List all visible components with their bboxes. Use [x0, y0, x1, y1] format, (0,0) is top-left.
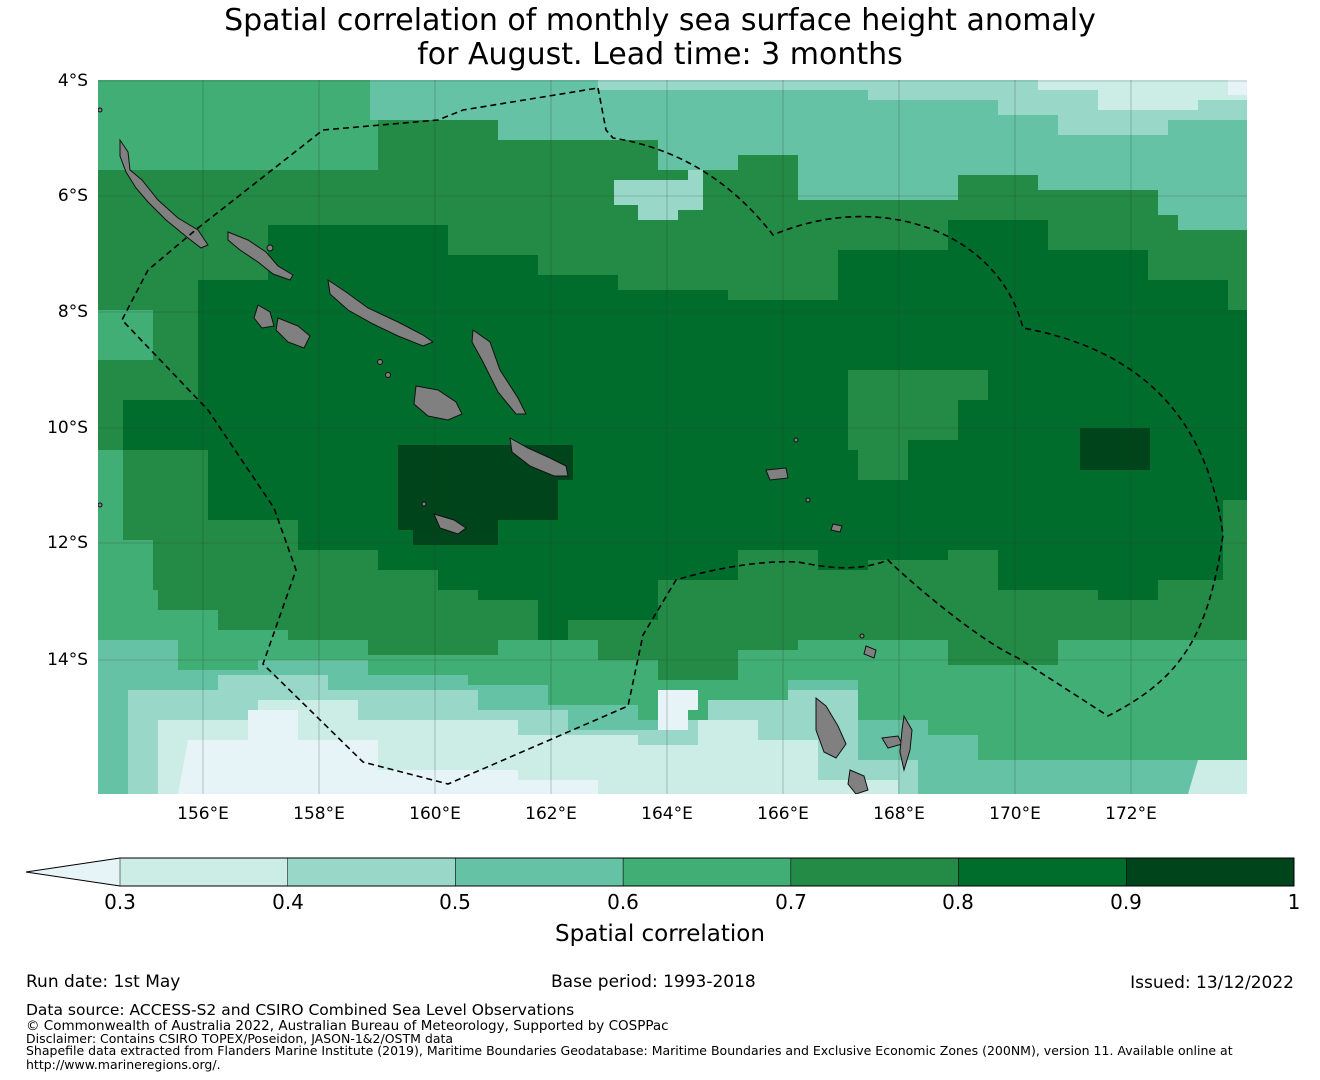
colorbar-label: Spatial correlation — [555, 921, 765, 947]
lon-label-156e: 156°E — [177, 804, 229, 824]
pentecost-island — [899, 714, 913, 772]
small-island — [266, 244, 274, 252]
colorbar-segment-0.9 — [1126, 857, 1295, 887]
region-below-0.3 — [1228, 80, 1247, 95]
lon-label-162e: 162°E — [525, 804, 577, 824]
colorbar-tick-0.8: 0.8 — [942, 890, 974, 914]
eez-boundary-path — [121, 87, 1224, 785]
region-0.4-0.5 — [598, 80, 1247, 135]
lon-label-166e: 166°E — [757, 804, 809, 824]
lon-label-160e: 160°E — [409, 804, 461, 824]
region-0.7-0.8 — [848, 370, 988, 480]
colorbar-segment-0.3 — [119, 857, 288, 887]
lon-label-172e: 172°E — [1105, 804, 1157, 824]
colorbar-tick-0.6: 0.6 — [607, 890, 639, 914]
small-island — [98, 502, 103, 508]
colorbar-segments — [119, 857, 1295, 887]
colorbar-under-triangle — [26, 858, 120, 886]
colorbar-segment-0.4 — [287, 857, 456, 887]
data-source: Data source: ACCESS-S2 and CSIRO Combine… — [26, 1001, 575, 1019]
region-0.6-0.7 — [98, 310, 153, 360]
map-gridlines — [98, 80, 1247, 794]
malaita-island — [471, 329, 527, 415]
colorbar-segment-0.5 — [455, 857, 624, 887]
small-island — [385, 372, 391, 378]
colorbar-tick-0.3: 0.3 — [104, 890, 136, 914]
lon-label-170e: 170°E — [989, 804, 1041, 824]
run-date: Run date: 1st May — [26, 972, 181, 992]
new-georgia-group — [275, 317, 311, 349]
small-island — [830, 523, 843, 533]
small-island — [377, 359, 383, 365]
colorbar-segment-0.8 — [958, 857, 1127, 887]
guadalcanal-island — [413, 385, 463, 421]
region-0.9-1 — [1080, 428, 1150, 470]
colorbar-outline — [25, 857, 1295, 887]
santa-cruz-islands — [765, 467, 789, 481]
colorbar-segment-0.7 — [790, 857, 959, 887]
region-0.3-0.4 — [1188, 760, 1247, 794]
lat-label-10s: 10°S — [47, 418, 88, 438]
eez-boundaries — [121, 87, 1224, 785]
espiritu-santo-island — [815, 696, 847, 759]
lon-label-158e: 158°E — [293, 804, 345, 824]
lon-label-164e: 164°E — [641, 804, 693, 824]
land-masses — [98, 107, 913, 794]
region-below-0.3 — [178, 710, 598, 794]
region-0.6-0.7 — [98, 450, 153, 600]
base-period: Base period: 1993-2018 — [551, 972, 756, 992]
shapefile-credit: Shapefile data extracted from Flanders M… — [26, 1043, 1233, 1058]
colorbar-tick-0.9: 0.9 — [1110, 890, 1142, 914]
small-island — [421, 501, 427, 507]
disclaimer: Disclaimer: Contains CSIRO TOPEX/Poseido… — [26, 1031, 454, 1046]
chart-title-line1: Spatial correlation of monthly sea surfa… — [224, 3, 1096, 38]
colorbar-tick-0.7: 0.7 — [775, 890, 807, 914]
new-georgia-island — [253, 304, 275, 329]
region-0.3-0.4 — [1038, 80, 1247, 110]
region-0.4-0.5 — [614, 170, 703, 220]
colorbar-tick-0.4: 0.4 — [272, 890, 304, 914]
colorbar-segment-0.6 — [622, 857, 792, 887]
small-island — [859, 633, 865, 639]
region-0.6-0.7 — [98, 80, 378, 170]
region-below-0.3 — [658, 690, 698, 730]
chart-title-line2: for August. Lead time: 3 months — [417, 37, 903, 72]
correlation-map-svg — [98, 80, 1247, 794]
rennell-island — [433, 513, 467, 535]
lat-label-14s: 14°S — [47, 650, 88, 670]
correlation-map — [98, 80, 1247, 794]
colorbar — [25, 857, 1295, 887]
shapefile-url: http://www.marineregions.org/. — [26, 1057, 221, 1072]
malekula-island — [847, 769, 869, 794]
copyright-notice: © Commonwealth of Australia 2022, Austra… — [26, 1018, 669, 1034]
region-0.5-0.6 — [1178, 180, 1247, 230]
lon-label-168e: 168°E — [873, 804, 925, 824]
choiseul-island — [227, 231, 294, 281]
colorbar-tick-0.5: 0.5 — [439, 890, 471, 914]
makira-island — [509, 437, 569, 477]
bougainville-island — [119, 138, 209, 249]
vanua-lava-island — [863, 645, 877, 659]
lat-label-8s: 8°S — [57, 302, 88, 322]
small-island — [793, 437, 799, 443]
lat-label-4s: 4°S — [57, 71, 88, 91]
small-island — [98, 107, 103, 113]
issued-date: Issued: 13/12/2022 — [1130, 973, 1294, 993]
small-island — [805, 497, 811, 503]
lat-label-12s: 12°S — [47, 533, 88, 553]
santa-isabel-island — [327, 278, 435, 347]
colorbar-tick-1: 1 — [1287, 890, 1301, 914]
lat-label-6s: 6°S — [57, 186, 88, 206]
